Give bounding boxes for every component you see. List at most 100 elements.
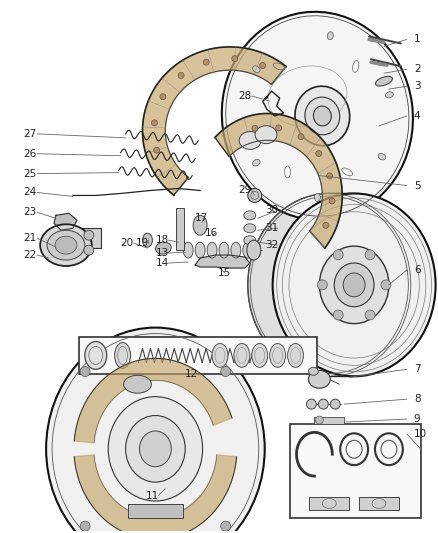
Ellipse shape [247, 240, 261, 260]
Circle shape [365, 250, 375, 260]
Text: 12: 12 [185, 369, 198, 379]
Ellipse shape [295, 86, 350, 146]
Ellipse shape [244, 236, 256, 245]
Text: 4: 4 [414, 111, 420, 121]
Ellipse shape [85, 342, 107, 369]
Bar [176, 208, 184, 250]
Ellipse shape [255, 126, 277, 143]
Circle shape [318, 280, 327, 290]
Ellipse shape [314, 193, 320, 201]
Circle shape [252, 125, 258, 131]
Circle shape [80, 521, 90, 531]
Text: 17: 17 [195, 213, 208, 223]
Polygon shape [142, 47, 286, 195]
Bar [127, 504, 183, 519]
Circle shape [221, 367, 231, 376]
Ellipse shape [305, 97, 340, 135]
Circle shape [330, 399, 340, 409]
Text: 21: 21 [23, 233, 36, 243]
Text: 23: 23 [23, 207, 36, 217]
Polygon shape [74, 358, 232, 443]
Circle shape [160, 94, 166, 100]
Ellipse shape [183, 242, 193, 258]
Polygon shape [248, 193, 354, 376]
Text: 10: 10 [414, 429, 427, 439]
Ellipse shape [375, 76, 392, 86]
Ellipse shape [313, 106, 331, 126]
Circle shape [203, 59, 209, 65]
Text: 8: 8 [414, 394, 420, 404]
Circle shape [323, 222, 329, 228]
Circle shape [80, 367, 90, 376]
Text: 32: 32 [265, 240, 278, 250]
Ellipse shape [343, 273, 365, 297]
Ellipse shape [207, 242, 217, 258]
Circle shape [154, 147, 159, 153]
Circle shape [318, 399, 328, 409]
Ellipse shape [142, 233, 152, 247]
Text: 16: 16 [205, 228, 218, 238]
Text: 27: 27 [23, 129, 36, 139]
Text: 30: 30 [265, 205, 278, 215]
Ellipse shape [243, 242, 253, 258]
Bar [66, 228, 101, 248]
Text: 2: 2 [414, 64, 420, 74]
Ellipse shape [334, 263, 374, 307]
Circle shape [333, 310, 343, 320]
Circle shape [152, 120, 157, 126]
Circle shape [248, 189, 262, 203]
Circle shape [84, 230, 94, 240]
Text: 15: 15 [218, 268, 231, 278]
Text: 31: 31 [265, 223, 278, 233]
Ellipse shape [193, 215, 207, 235]
Ellipse shape [252, 343, 268, 367]
Ellipse shape [234, 343, 250, 367]
Circle shape [316, 150, 322, 156]
Ellipse shape [47, 230, 85, 260]
Bar [290, 424, 421, 519]
Text: 11: 11 [145, 490, 159, 500]
Polygon shape [74, 455, 237, 533]
Ellipse shape [219, 242, 229, 258]
Text: 29: 29 [238, 185, 251, 196]
Ellipse shape [270, 343, 286, 367]
Ellipse shape [253, 66, 260, 72]
Ellipse shape [244, 224, 256, 233]
Ellipse shape [319, 246, 389, 324]
Ellipse shape [212, 343, 228, 367]
Text: 25: 25 [23, 168, 36, 179]
Text: 13: 13 [155, 248, 169, 258]
Polygon shape [195, 255, 250, 268]
Text: 24: 24 [23, 188, 36, 197]
Text: 6: 6 [414, 265, 420, 275]
Circle shape [365, 310, 375, 320]
Circle shape [178, 72, 184, 78]
Circle shape [276, 125, 282, 131]
Text: 20: 20 [120, 238, 134, 248]
Ellipse shape [126, 416, 185, 482]
Ellipse shape [288, 343, 304, 367]
Polygon shape [215, 114, 342, 248]
Circle shape [84, 245, 94, 255]
Ellipse shape [231, 242, 241, 258]
Text: 7: 7 [414, 365, 420, 374]
Text: 28: 28 [238, 91, 251, 101]
Text: 18: 18 [155, 235, 169, 245]
Bar [314, 417, 344, 424]
Ellipse shape [46, 328, 265, 533]
Ellipse shape [239, 132, 261, 149]
Ellipse shape [222, 12, 413, 220]
Ellipse shape [308, 367, 318, 375]
Text: 26: 26 [23, 149, 36, 159]
Ellipse shape [40, 224, 92, 266]
Ellipse shape [155, 242, 171, 254]
Circle shape [232, 55, 238, 62]
Ellipse shape [140, 431, 171, 467]
Circle shape [327, 173, 332, 179]
Ellipse shape [55, 236, 77, 254]
Ellipse shape [244, 211, 256, 220]
Circle shape [333, 250, 343, 260]
Ellipse shape [124, 375, 152, 393]
Circle shape [221, 521, 231, 531]
Ellipse shape [108, 397, 203, 501]
